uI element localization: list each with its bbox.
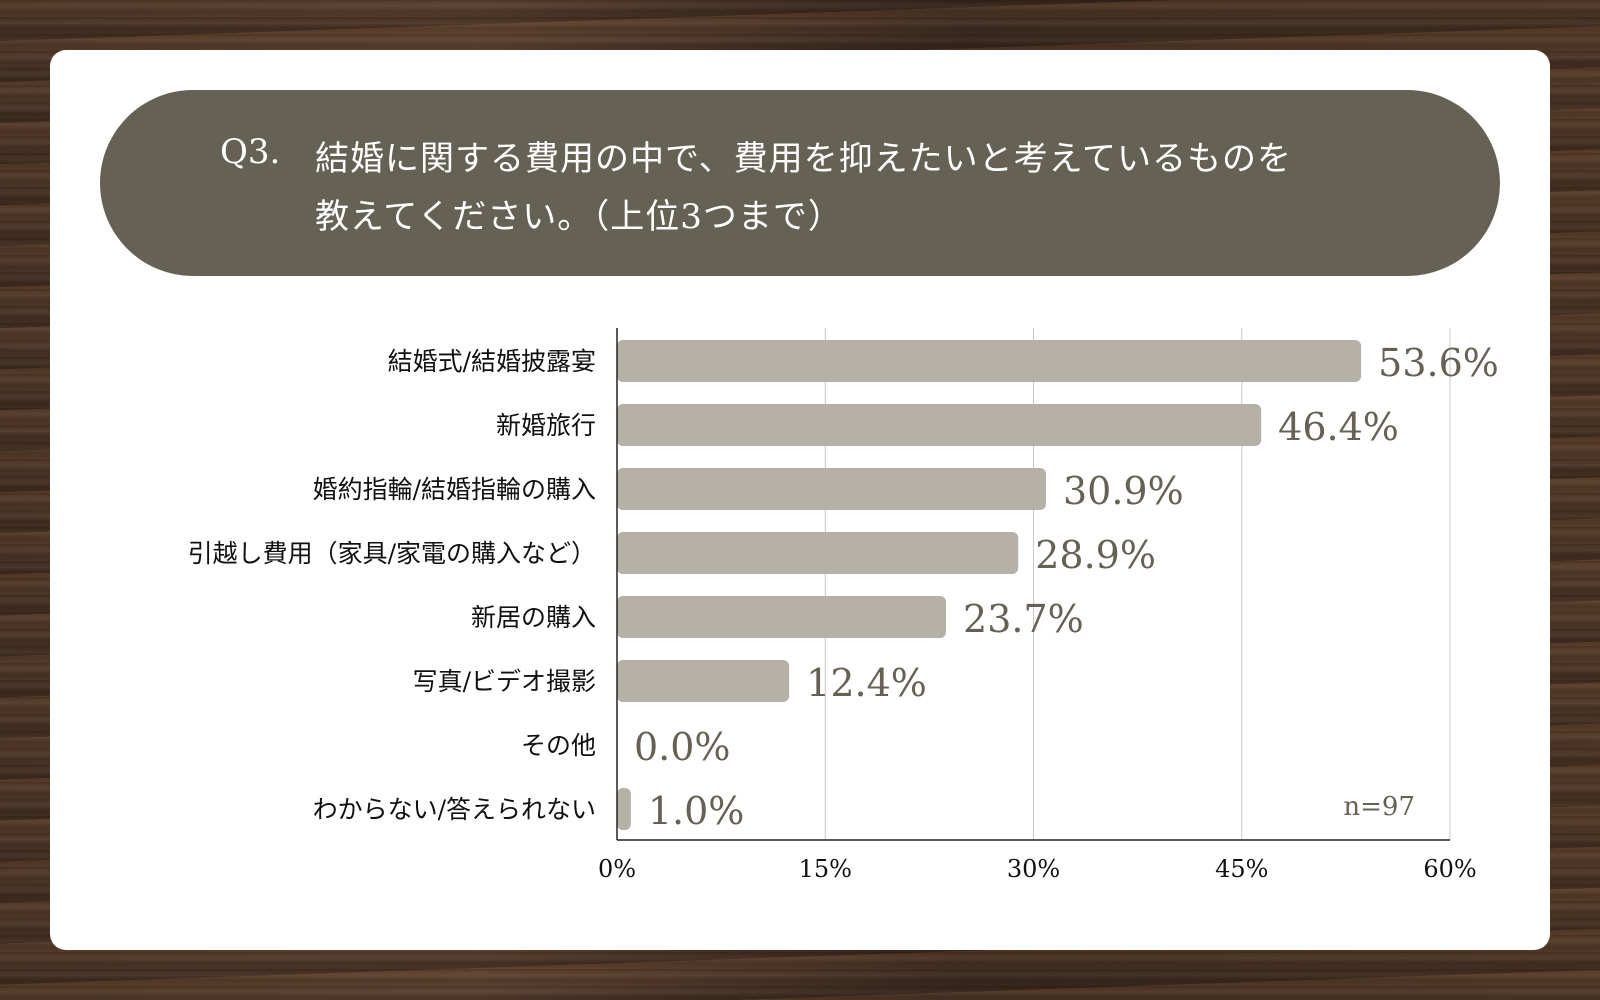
bar-2: [617, 468, 1046, 510]
question-line-1: 結婚に関する費用の中で、費用を抑えたいと考えているものを: [315, 139, 1292, 179]
question-number: Q3.: [220, 132, 281, 172]
tick-label-0: 0%: [598, 855, 636, 883]
question-text: 結婚に関する費用の中で、費用を抑えたいと考えているものを 教えてください。（上位…: [315, 130, 1292, 246]
question-line-2: 教えてください。（上位3つまで）: [315, 197, 843, 237]
question-banner: Q3. 結婚に関する費用の中で、費用を抑えたいと考えているものを 教えてください…: [100, 90, 1500, 276]
chart-card: Q3. 結婚に関する費用の中で、費用を抑えたいと考えているものを 教えてください…: [50, 50, 1550, 950]
value-label-3: 28.9%: [1035, 533, 1156, 577]
value-label-6: 0.0%: [634, 725, 731, 769]
category-label-3: 引越し費用（家具/家電の購入など）: [188, 539, 596, 568]
tick-label-15: 15%: [799, 855, 852, 883]
bar-4: [617, 596, 947, 638]
value-label-1: 46.4%: [1278, 405, 1399, 449]
bar-1: [617, 404, 1262, 446]
sample-size-label: n=97: [1343, 792, 1415, 822]
category-label-5: 写真/ビデオ撮影: [413, 667, 596, 696]
category-label-6: その他: [521, 731, 596, 760]
category-label-2: 婚約指輪/結婚指輪の購入: [313, 475, 596, 504]
category-label-0: 結婚式/結婚披露宴: [388, 347, 596, 376]
value-label-4: 23.7%: [963, 597, 1084, 641]
value-label-2: 30.9%: [1063, 469, 1184, 513]
value-label-7: 1.0%: [648, 789, 745, 833]
bar-3: [617, 532, 1019, 574]
tick-label-45: 45%: [1215, 855, 1268, 883]
value-label-0: 53.6%: [1378, 341, 1499, 385]
bar-0: [617, 340, 1362, 382]
tick-label-30: 30%: [1007, 855, 1060, 883]
tick-label-60: 60%: [1423, 855, 1476, 883]
bar-5: [617, 660, 790, 702]
category-label-7: わからない/答えられない: [313, 795, 596, 824]
value-label-5: 12.4%: [806, 661, 927, 705]
category-label-4: 新居の購入: [471, 603, 596, 632]
bar-7: [617, 788, 631, 830]
category-label-1: 新婚旅行: [496, 411, 596, 440]
